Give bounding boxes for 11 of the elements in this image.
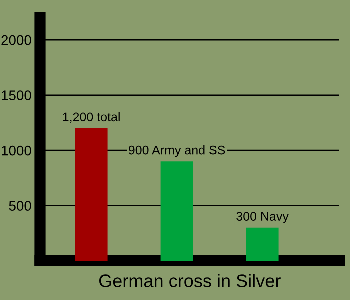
bar bbox=[246, 228, 279, 261]
y-tick-label: 1500 bbox=[2, 90, 32, 100]
y-tick-label: 2000 bbox=[2, 35, 32, 46]
bar bbox=[160, 162, 194, 261]
data-label: 300 Navy bbox=[236, 212, 289, 224]
y-tick-label: 1000 bbox=[2, 146, 32, 156]
x-axis-title: German cross in Silver bbox=[99, 274, 281, 288]
data-label: 1,200 total bbox=[63, 112, 120, 124]
y-tick-label: 500 bbox=[9, 201, 32, 211]
data-label: 900 Army and SS bbox=[129, 146, 226, 158]
bar bbox=[75, 128, 108, 261]
